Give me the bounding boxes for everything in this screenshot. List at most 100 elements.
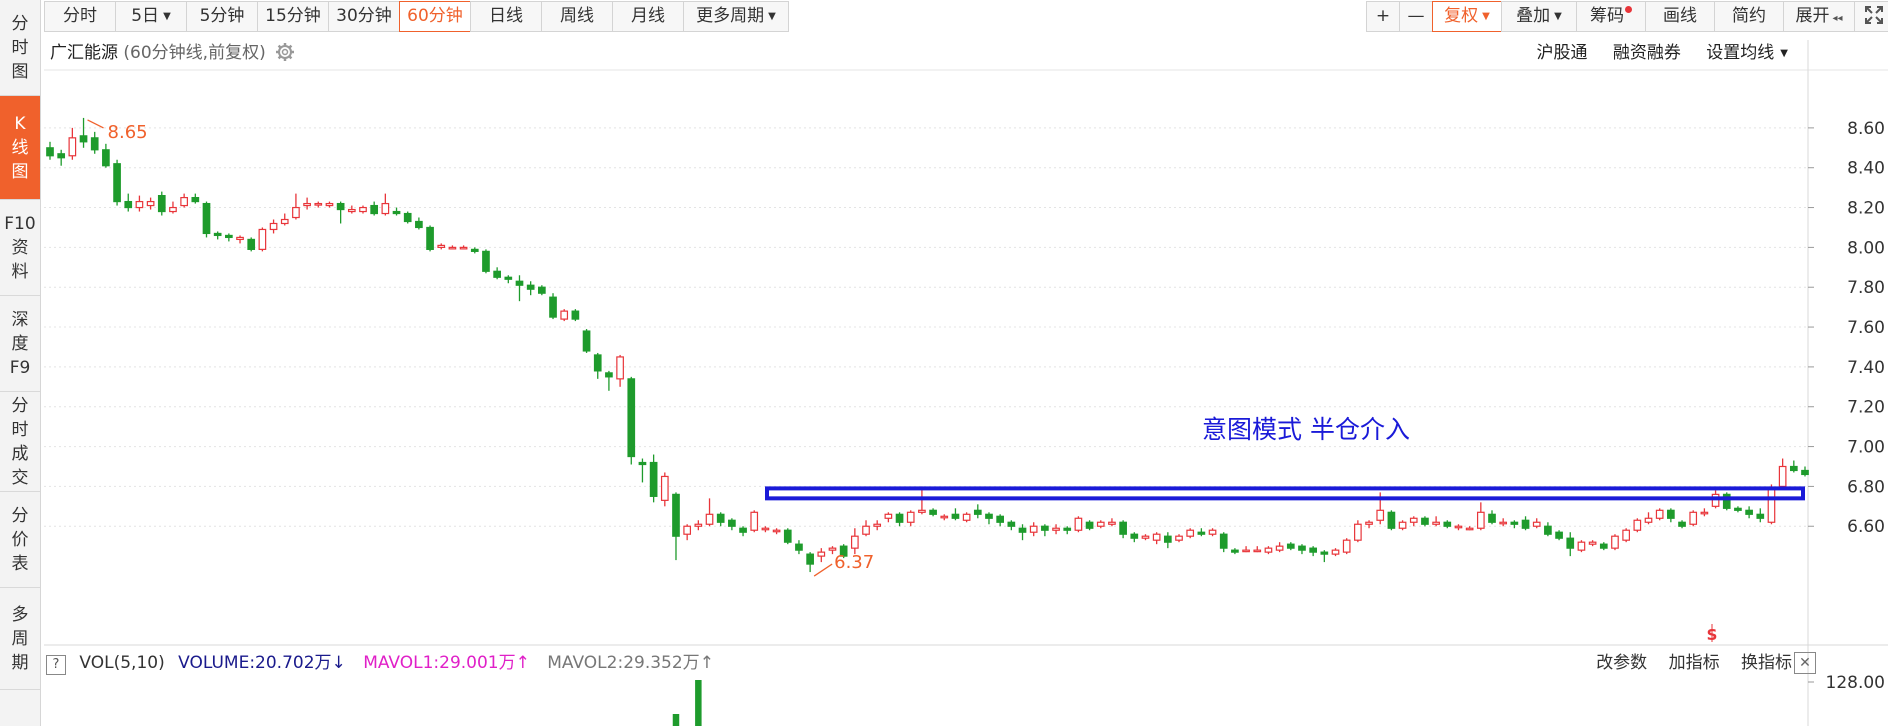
- period-tab-9[interactable]: 更多周期 ▼: [683, 1, 789, 32]
- volume-bar: [695, 680, 702, 726]
- sidebar-item-2[interactable]: F10 资 料: [0, 200, 40, 296]
- toolbar-button-6[interactable]: 简约: [1714, 1, 1784, 32]
- sidebar-item-4[interactable]: 分 时 成 交: [0, 392, 40, 492]
- period-tab-label: 5分钟: [199, 6, 245, 26]
- y-tick-label: 8.20: [1847, 199, 1885, 219]
- y-tick-label: 7.80: [1847, 278, 1885, 298]
- candle-down: [392, 210, 401, 215]
- mavol1-value: MAVOL1:29.001万: [363, 653, 516, 673]
- y-tick-label: 8.00: [1847, 238, 1885, 258]
- candle-down: [202, 202, 211, 235]
- volume-tick-label: 128.00: [1826, 673, 1885, 693]
- candle-down: [672, 493, 680, 537]
- period-tab-7[interactable]: 周线: [541, 1, 613, 32]
- candle-up: [1074, 517, 1083, 531]
- period-tab-2[interactable]: 5分钟: [186, 1, 258, 32]
- candle-up: [1029, 525, 1038, 533]
- sidebar-item-5[interactable]: 分 价 表: [0, 492, 40, 588]
- period-tab-1[interactable]: 5日 ▼: [115, 1, 187, 32]
- chevron-down-icon: ▼: [768, 11, 776, 22]
- candle-up: [772, 529, 781, 533]
- candle-down: [504, 276, 513, 280]
- add-indicator-link[interactable]: 加指标: [1668, 653, 1720, 673]
- period-tab-6[interactable]: 日线: [470, 1, 542, 32]
- link-margin[interactable]: 融资融券: [1612, 43, 1681, 63]
- candle-up: [1432, 521, 1440, 525]
- sidebar-item-3[interactable]: 深 度 F9: [0, 296, 40, 392]
- candle-down: [951, 513, 960, 519]
- candle-up: [660, 475, 669, 501]
- candle-up: [359, 206, 367, 213]
- settings-gear-icon[interactable]: [275, 42, 295, 70]
- candle-down: [1566, 537, 1575, 549]
- candle-up: [1275, 545, 1284, 551]
- period-tab-5[interactable]: 60分钟: [399, 1, 471, 32]
- sidebar-item-1[interactable]: K 线 图: [0, 96, 40, 200]
- chevron-down-icon: ▼: [163, 11, 171, 22]
- chevron-down-icon: ▼: [1780, 48, 1788, 59]
- fullscreen-icon[interactable]: [1854, 1, 1888, 32]
- candle-down: [1555, 531, 1563, 539]
- candle-up: [135, 200, 144, 209]
- candle-up: [459, 246, 468, 250]
- candle-up: [1611, 535, 1619, 549]
- candle-down: [370, 204, 379, 215]
- header-links: 沪股通 融资融券 设置均线 ▼: [1516, 40, 1788, 67]
- candle-up: [1096, 521, 1105, 527]
- period-tab-4[interactable]: 30分钟: [328, 1, 400, 32]
- indicator-links: 改参数 加指标 换指标: [1580, 650, 1792, 676]
- chevron-down-icon: ▼: [1482, 11, 1490, 22]
- period-tab-0[interactable]: 分时: [44, 1, 116, 32]
- link-hsgt[interactable]: 沪股通: [1536, 43, 1588, 63]
- candle-up: [1342, 539, 1351, 553]
- candle-down: [1163, 535, 1172, 543]
- candle-down: [46, 147, 54, 157]
- candle-up: [705, 513, 714, 525]
- candle-down: [1510, 521, 1519, 525]
- toolbar-button-2[interactable]: 复权 ▼: [1432, 1, 1502, 32]
- candle-up: [269, 222, 278, 231]
- y-tick-label: 7.40: [1847, 358, 1885, 378]
- close-icon[interactable]: ✕: [1794, 652, 1816, 674]
- help-icon[interactable]: ?: [46, 655, 66, 675]
- candle-up: [280, 218, 289, 225]
- candle-down: [157, 195, 166, 213]
- candle-down: [415, 220, 423, 229]
- toolbar-button-5[interactable]: 画线: [1645, 1, 1715, 32]
- candle-down: [605, 372, 613, 378]
- sidebar-item-6[interactable]: 多 周 期: [0, 588, 40, 690]
- candle-up: [303, 202, 311, 207]
- candle-up: [906, 511, 915, 523]
- link-ma-settings[interactable]: 设置均线 ▼: [1706, 43, 1788, 63]
- candle-down: [79, 135, 88, 143]
- toolbar-button-4[interactable]: 筹码: [1576, 1, 1646, 32]
- candle-up: [616, 356, 624, 380]
- toolbar-button-3[interactable]: 叠加 ▼: [1501, 1, 1577, 32]
- candle-up: [761, 527, 770, 531]
- switch-indicator-link[interactable]: 换指标: [1741, 653, 1792, 673]
- candle-down: [649, 461, 658, 497]
- volume-legend: ? VOL(5,10) VOLUME:20.702万↓ MAVOL1:29.00…: [46, 650, 714, 676]
- candle-up: [437, 244, 446, 248]
- period-tab-8[interactable]: 月线: [612, 1, 684, 32]
- toolbar-button-7[interactable]: 展开 ◂◂: [1783, 1, 1855, 32]
- candle-down: [1745, 509, 1753, 515]
- candle-down: [403, 212, 412, 223]
- mavol1-arrow: ↑: [515, 653, 530, 673]
- period-tab-3[interactable]: 15分钟: [257, 1, 329, 32]
- change-params-link[interactable]: 改参数: [1596, 653, 1648, 673]
- y-tick-label: 6.80: [1847, 477, 1885, 497]
- candle-up: [1152, 533, 1161, 541]
- candle-up: [1253, 549, 1262, 553]
- toolbar-button-1[interactable]: —: [1399, 1, 1433, 32]
- low-marker-arrow: [813, 563, 833, 577]
- candle-down: [783, 529, 792, 543]
- period-tab-label: 更多周期: [696, 6, 765, 26]
- candle-down: [1085, 521, 1094, 529]
- sidebar-item-0[interactable]: 分 时 图: [0, 0, 40, 96]
- candle-down: [1443, 521, 1452, 527]
- candle-down: [985, 513, 993, 519]
- y-tick-label: 7.60: [1847, 318, 1885, 338]
